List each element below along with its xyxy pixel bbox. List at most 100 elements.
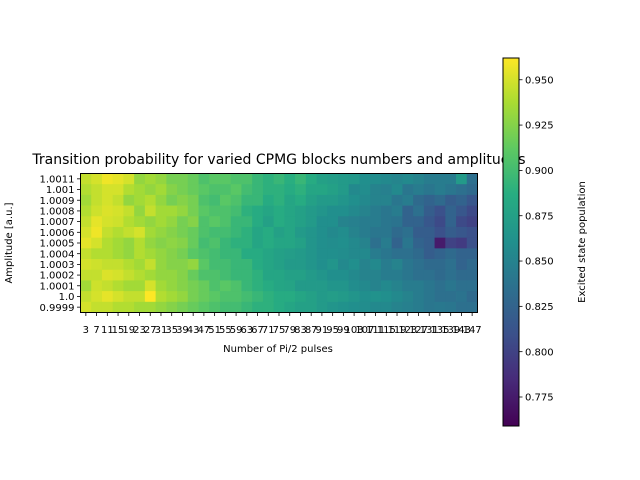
- heatmap-cell: [348, 259, 360, 271]
- heatmap-cell: [187, 216, 199, 228]
- heatmap-cell: [209, 269, 221, 281]
- colorbar-tick-label: 0.800: [525, 347, 554, 358]
- heatmap-cell: [284, 248, 296, 260]
- heatmap-cell: [359, 216, 371, 228]
- heatmap-cell: [230, 194, 242, 206]
- heatmap-cell: [155, 280, 167, 292]
- heatmap-cell: [295, 237, 307, 249]
- heatmap-cell: [187, 291, 199, 303]
- heatmap-cell: [359, 248, 371, 260]
- x-tick-label: 59: [230, 325, 243, 336]
- heatmap-cell: [327, 205, 339, 217]
- heatmap-cell: [209, 216, 221, 228]
- heatmap-cell: [338, 173, 350, 185]
- heatmap-cell: [80, 280, 92, 292]
- heatmap-cell: [316, 205, 328, 217]
- x-axis-label: Number of Pi/2 pulses: [223, 344, 333, 355]
- heatmap-cell: [338, 216, 350, 228]
- heatmap-cell: [187, 259, 199, 271]
- heatmap-cell: [316, 184, 328, 196]
- heatmap-cell: [391, 194, 403, 206]
- x-tick-label: 123: [398, 325, 417, 336]
- heatmap-cell: [338, 237, 350, 249]
- x-tick-label: 47: [198, 325, 211, 336]
- heatmap-cell: [348, 248, 360, 260]
- heatmap-cell: [262, 269, 275, 281]
- heatmap-cell: [252, 280, 264, 292]
- heatmap-cell: [80, 173, 92, 185]
- heatmap-cell: [198, 226, 210, 239]
- heatmap-cells: [80, 173, 478, 313]
- heatmap-cell: [155, 259, 167, 271]
- heatmap-cell: [434, 184, 446, 196]
- heatmap-cell: [273, 301, 285, 313]
- heatmap-cell: [445, 194, 457, 206]
- heatmap-cell: [402, 226, 414, 239]
- heatmap-cell: [316, 291, 328, 303]
- heatmap-cell: [391, 184, 403, 196]
- heatmap-cell: [466, 248, 478, 260]
- heatmap-cell: [91, 301, 103, 313]
- heatmap-cell: [380, 226, 393, 239]
- heatmap-cell: [434, 248, 446, 260]
- heatmap-cell: [166, 301, 178, 313]
- colorbar-ticks: 0.775 0.800 0.825 0.850 0.875 0.900 0.925 0.950: [519, 75, 554, 404]
- heatmap-cell: [80, 291, 92, 303]
- heatmap-cell: [187, 173, 199, 185]
- heatmap-cell: [252, 237, 264, 249]
- heatmap-cell: [359, 269, 371, 281]
- y-tick-label: 1.0002: [40, 271, 75, 282]
- heatmap-cell: [348, 269, 360, 281]
- heatmap-cell: [305, 269, 317, 281]
- heatmap-cell: [166, 280, 178, 292]
- heatmap-cell: [177, 216, 189, 228]
- heatmap-cell: [252, 259, 264, 271]
- heatmap-cell: [413, 269, 425, 281]
- heatmap-cell: [466, 291, 478, 303]
- heatmap-cell: [284, 216, 296, 228]
- heatmap-cell: [413, 259, 425, 271]
- heatmap-cell: [402, 280, 414, 292]
- heatmap-cell: [434, 291, 446, 303]
- colorbar-tick-label: 0.875: [525, 211, 554, 222]
- x-tick-label: 127: [409, 325, 428, 336]
- heatmap-cell: [316, 280, 328, 292]
- heatmap-cell: [155, 226, 167, 239]
- heatmap-cell: [134, 194, 146, 206]
- x-tick-label: 99: [337, 325, 350, 336]
- heatmap-cell: [402, 237, 414, 249]
- heatmap-cell: [370, 280, 382, 292]
- heatmap-cell: [219, 216, 232, 228]
- heatmap-cell: [295, 173, 307, 185]
- heatmap-cell: [134, 291, 146, 303]
- heatmap-cell: [187, 184, 199, 196]
- heatmap-cell: [370, 301, 382, 313]
- heatmap-cell: [284, 173, 296, 185]
- heatmap-cell: [155, 205, 167, 217]
- x-tick-label: 115: [377, 325, 396, 336]
- colorbar-tick-label: 0.950: [525, 75, 554, 86]
- heatmap-cell: [284, 259, 296, 271]
- heatmap-cell: [413, 291, 425, 303]
- heatmap-cell: [348, 205, 360, 217]
- heatmap-cell: [80, 184, 92, 196]
- heatmap-cell: [155, 216, 167, 228]
- heatmap-cell: [423, 226, 435, 239]
- heatmap-cell: [423, 280, 435, 292]
- chart-title: Transition probability for varied CPMG b…: [31, 152, 525, 168]
- heatmap-cell: [273, 269, 285, 281]
- x-tick-label: 67: [251, 325, 264, 336]
- heatmap-cell: [241, 291, 253, 303]
- heatmap-cell: [134, 173, 146, 185]
- heatmap-cell: [434, 269, 446, 281]
- heatmap-cell: [252, 184, 264, 196]
- x-tick-label: 39: [176, 325, 189, 336]
- heatmap-cell: [359, 184, 371, 196]
- heatmap-cell: [198, 216, 210, 228]
- heatmap-cell: [445, 291, 457, 303]
- heatmap-cell: [230, 205, 242, 217]
- heatmap-cell: [166, 216, 178, 228]
- heatmap-cell: [241, 173, 253, 185]
- heatmap-cell: [219, 259, 232, 271]
- heatmap-cell: [123, 301, 135, 313]
